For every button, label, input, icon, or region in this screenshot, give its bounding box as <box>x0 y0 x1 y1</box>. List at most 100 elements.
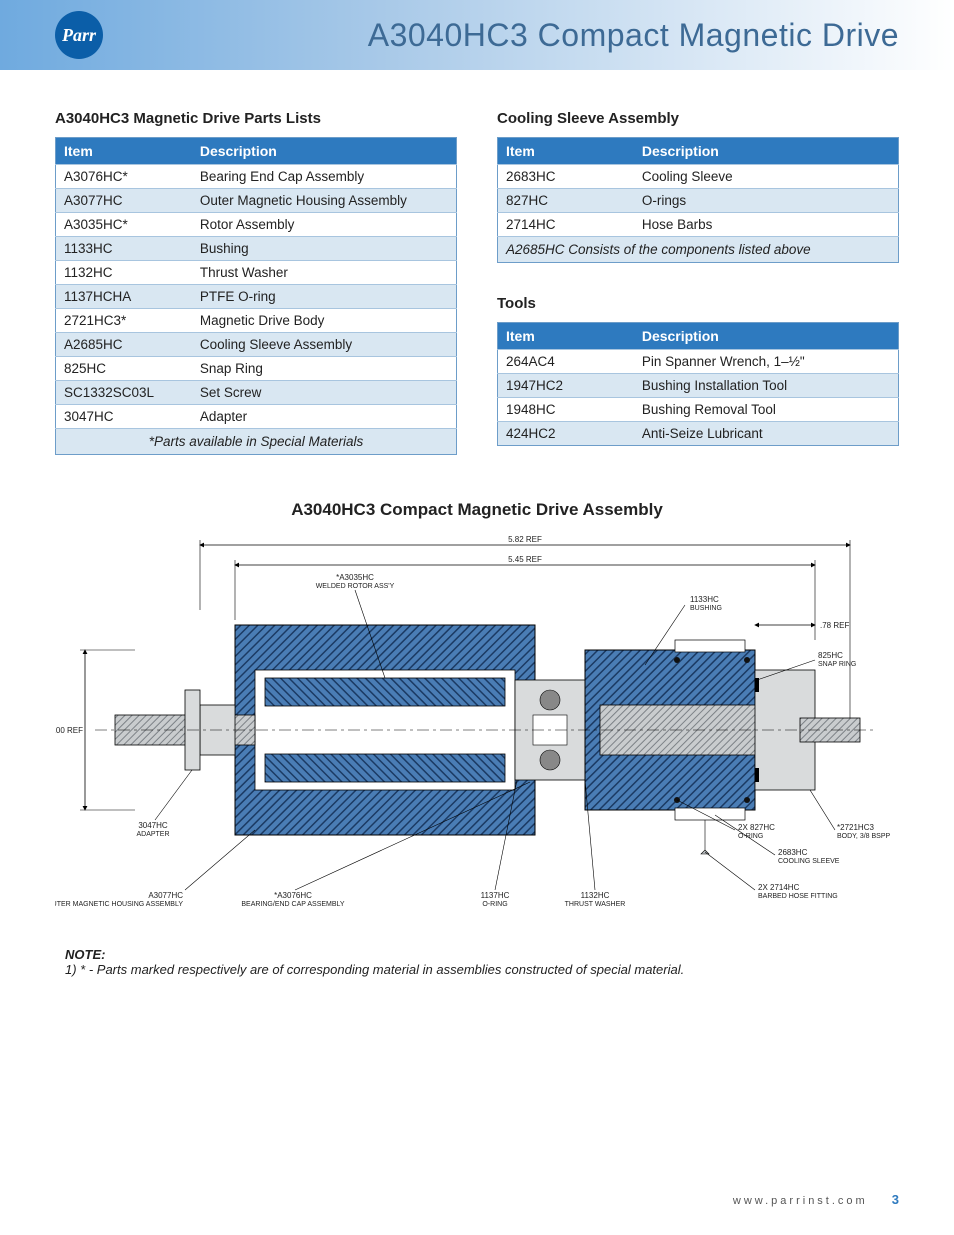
label-adapter-id: 3047HC <box>138 821 168 830</box>
label-housing-text: OUTER MAGNETIC HOUSING ASSEMBLY <box>55 901 183 908</box>
parts-list-heading: A3040HC3 Magnetic Drive Parts Lists <box>55 110 457 127</box>
th-item: Item <box>498 323 634 350</box>
dim-overall: 5.82 REF <box>508 535 542 544</box>
label-bearing-id: *A3076HC <box>274 891 312 900</box>
footer: www.parrinst.com 3 <box>733 1192 899 1207</box>
table-cell: A3077HC <box>56 189 192 213</box>
cooling-footnote: A2685HC Consists of the components liste… <box>498 237 899 263</box>
tools-table: Item Description 264AC4Pin Spanner Wrenc… <box>497 322 899 446</box>
label-oring-id: 1137HC <box>481 891 510 900</box>
table-cell: 424HC2 <box>498 422 634 446</box>
label-housing-id: A3077HC <box>148 891 183 900</box>
dim-diameter: ⌀2.00 REF <box>55 726 83 735</box>
table-cell: A3035HC* <box>56 213 192 237</box>
th-item: Item <box>56 138 192 165</box>
label-cs-text: COOLING SLEEVE <box>778 858 840 865</box>
table-cell: Set Screw <box>192 381 457 405</box>
table-row: 2683HCCooling Sleeve <box>498 165 899 189</box>
table-cell: 827HC <box>498 189 634 213</box>
table-row: A3077HCOuter Magnetic Housing Assembly <box>56 189 457 213</box>
note-label: NOTE: <box>65 947 105 962</box>
footer-url: www.parrinst.com <box>733 1195 868 1207</box>
note-text: 1) * - Parts marked respectively are of … <box>65 962 684 977</box>
table-row: 1947HC2Bushing Installation Tool <box>498 374 899 398</box>
table-cell: 1948HC <box>498 398 634 422</box>
table-cell: Bearing End Cap Assembly <box>192 165 457 189</box>
table-cell: Magnetic Drive Body <box>192 309 457 333</box>
table-cell: 3047HC <box>56 405 192 429</box>
dim-sub: 5.45 REF <box>508 555 542 564</box>
label-snap-text: SNAP RING <box>818 661 856 668</box>
label-rotor-text: WELDED ROTOR ASS'Y <box>316 583 395 590</box>
table-cell: Rotor Assembly <box>192 213 457 237</box>
note-block: NOTE: 1) * - Parts marked respectively a… <box>65 947 899 977</box>
table-row: 2721HC3*Magnetic Drive Body <box>56 309 457 333</box>
table-row: 1948HCBushing Removal Tool <box>498 398 899 422</box>
table-cell: Cooling Sleeve <box>634 165 899 189</box>
table-row: 264AC4Pin Spanner Wrench, 1–½" <box>498 350 899 374</box>
table-cell: 825HC <box>56 357 192 381</box>
label-snap-id: 825HC <box>818 651 843 660</box>
page-title: A3040HC3 Compact Magnetic Drive <box>368 17 899 54</box>
table-cell: 1132HC <box>56 261 192 285</box>
table-cell: Thrust Washer <box>192 261 457 285</box>
table-cell: Bushing Removal Tool <box>634 398 899 422</box>
cooling-table: Item Description 2683HCCooling Sleeve827… <box>497 137 899 263</box>
table-row: 424HC2Anti-Seize Lubricant <box>498 422 899 446</box>
table-cell: Cooling Sleeve Assembly <box>192 333 457 357</box>
table-cell: Bushing Installation Tool <box>634 374 899 398</box>
th-desc: Description <box>634 138 899 165</box>
table-cell: Bushing <box>192 237 457 261</box>
label-oring-text: O-RING <box>482 901 507 908</box>
table-row: 3047HCAdapter <box>56 405 457 429</box>
table-cell: Adapter <box>192 405 457 429</box>
table-cell: Pin Spanner Wrench, 1–½" <box>634 350 899 374</box>
diagram-title: A3040HC3 Compact Magnetic Drive Assembly <box>55 500 899 520</box>
parts-footnote: *Parts available in Special Materials <box>56 429 457 455</box>
table-row: 825HCSnap Ring <box>56 357 457 381</box>
parts-list-table: Item Description A3076HC*Bearing End Cap… <box>55 137 457 455</box>
table-cell: 2721HC3* <box>56 309 192 333</box>
table-row: 2714HCHose Barbs <box>498 213 899 237</box>
label-tw-id: 1132HC <box>581 891 610 900</box>
table-row: A3035HC*Rotor Assembly <box>56 213 457 237</box>
table-row: 1132HCThrust Washer <box>56 261 457 285</box>
brand-logo: Parr <box>55 11 103 59</box>
table-cell: SC1332SC03L <box>56 381 192 405</box>
page-number: 3 <box>892 1192 899 1207</box>
dim-end: .78 REF <box>820 621 849 630</box>
assembly-diagram: 5.82 REF 5.45 REF ⌀2.00 REF .78 REF <box>55 530 899 930</box>
table-cell: A2685HC <box>56 333 192 357</box>
label-2xoring-id: 2X 827HC <box>738 823 775 832</box>
table-cell: 2683HC <box>498 165 634 189</box>
table-cell: 1137HCHA <box>56 285 192 309</box>
label-body-text: BODY, 3/8 BSPP <box>837 833 891 840</box>
th-item: Item <box>498 138 634 165</box>
table-cell: Snap Ring <box>192 357 457 381</box>
table-cell: O-rings <box>634 189 899 213</box>
table-cell: Anti-Seize Lubricant <box>634 422 899 446</box>
table-row: 1137HCHAPTFE O-ring <box>56 285 457 309</box>
label-cs-id: 2683HC <box>778 848 808 857</box>
table-cell: 1947HC2 <box>498 374 634 398</box>
table-cell: Hose Barbs <box>634 213 899 237</box>
label-hf-text: BARBED HOSE FITTING <box>758 893 838 900</box>
label-adapter-text: ADAPTER <box>136 831 169 838</box>
table-cell: Outer Magnetic Housing Assembly <box>192 189 457 213</box>
table-cell: A3076HC* <box>56 165 192 189</box>
table-row: 1133HCBushing <box>56 237 457 261</box>
th-desc: Description <box>634 323 899 350</box>
table-cell: PTFE O-ring <box>192 285 457 309</box>
label-rotor-id: *A3035HC <box>336 573 374 582</box>
label-bushing-id: 1133HC <box>690 595 719 604</box>
label-bushing-text: BUSHING <box>690 605 722 612</box>
th-desc: Description <box>192 138 457 165</box>
label-bearing-text: BEARING/END CAP ASSEMBLY <box>241 901 345 908</box>
header-bar: Parr A3040HC3 Compact Magnetic Drive <box>0 0 954 70</box>
cooling-heading: Cooling Sleeve Assembly <box>497 110 899 127</box>
table-row: A3076HC*Bearing End Cap Assembly <box>56 165 457 189</box>
table-row: A2685HCCooling Sleeve Assembly <box>56 333 457 357</box>
label-body-id: *2721HC3 <box>837 823 874 832</box>
table-cell: 264AC4 <box>498 350 634 374</box>
tools-heading: Tools <box>497 295 899 312</box>
